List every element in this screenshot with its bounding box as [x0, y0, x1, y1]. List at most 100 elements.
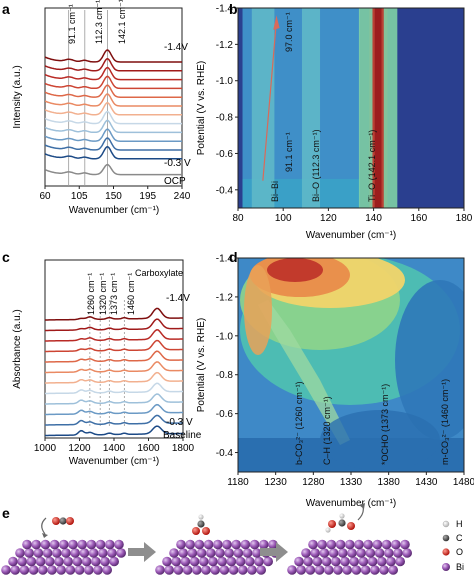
- bi-atom: [116, 548, 126, 558]
- panel-a-raman-spectra: 60 105 150 195 240 91.1 cm⁻¹ 112.3 cm⁻¹ 142.…: [12, 0, 191, 216]
- panel-c-series-line: [45, 361, 183, 374]
- bi-atom: [213, 539, 223, 550]
- bi-atom: [45, 556, 55, 567]
- panel-b-annotation-bibi: Bi–Bi: [270, 181, 280, 202]
- panel-b-xtick-label: 160: [410, 213, 427, 224]
- panel-b-frame: [237, 7, 465, 209]
- bi-atom: [400, 539, 410, 550]
- bi-atom: [93, 565, 103, 575]
- panel-c-baseline-label: Baseline: [163, 430, 202, 441]
- panel-a-peak-label-3: 142.1 cm⁻¹: [117, 0, 127, 44]
- panel-d-dark-blue-center: [320, 410, 440, 470]
- bi-atom: [171, 556, 181, 567]
- panel-e-co2-molecule: [41, 517, 74, 538]
- bi-atom: [374, 548, 385, 558]
- bi-atom: [164, 565, 174, 575]
- bi-atom: [65, 565, 76, 575]
- bi-atom: [228, 565, 239, 575]
- bi-atom: [254, 556, 264, 567]
- bi-atom: [393, 548, 403, 558]
- panel-c-ir-spectra: 1000 1200 1400 1600 1800 1260 cm⁻¹ 1320 cm⁻¹…: [12, 259, 202, 467]
- bi-atom: [333, 565, 343, 575]
- panel-a-xtick-label: 105: [71, 191, 88, 202]
- panel-c-curves: [45, 307, 183, 437]
- panel-d-ytick-label: -1.0: [216, 331, 234, 342]
- bi-atom: [222, 539, 232, 550]
- panel-c-series-line: [45, 339, 183, 353]
- bi-atom: [331, 556, 341, 567]
- legend-bi-swatch: [442, 563, 450, 571]
- panel-d-ytick-label: -0.6: [216, 409, 234, 420]
- panel-d-xtick-label: 1380: [378, 477, 401, 488]
- panel-e-legend: H C O Bi: [442, 519, 464, 572]
- panel-e-ocho-intermediate: [192, 514, 210, 535]
- panel-b-heatmap-area: [238, 8, 464, 208]
- bi-atom: [68, 539, 78, 550]
- panel-d-annotation-bco3: b-CO₃²⁻ (1260 cm⁻¹): [294, 381, 304, 465]
- bi-atom: [360, 565, 371, 575]
- panel-b-xtick-label: 100: [275, 213, 292, 224]
- bi-atom: [196, 548, 207, 558]
- panel-b-ylabel: Potential (V vs. RHE): [196, 61, 207, 155]
- bi-atom: [308, 539, 318, 550]
- panel-a-ocp-label: OCP: [164, 176, 186, 187]
- panel-c-ylabel: Absorbance (a.u.): [12, 309, 23, 389]
- bi-atom: [98, 548, 108, 558]
- panel-b-xtick-label: 120: [320, 213, 337, 224]
- panel-b-ytick-label: -1.4: [216, 4, 234, 15]
- bi-atom: [312, 556, 323, 567]
- panel-d-ytick-label: -1.2: [216, 292, 234, 303]
- bi-atom: [219, 565, 230, 575]
- bi-atom: [203, 539, 214, 550]
- panel-a-series-line: [45, 58, 182, 72]
- bi-atom: [370, 565, 380, 575]
- bi-atom: [251, 548, 262, 558]
- bi-atom: [47, 565, 57, 575]
- panel-c-xtick-label: 1400: [103, 443, 126, 454]
- panel-a-series-line: [45, 146, 182, 160]
- bi-atom: [173, 565, 184, 575]
- bi-atom: [70, 548, 80, 558]
- panel-c-series-line: [45, 414, 183, 426]
- panel-c-series-line: [45, 318, 183, 332]
- bi-atom: [105, 539, 115, 550]
- bi-atom: [395, 556, 406, 567]
- bi-atom: [328, 548, 339, 558]
- panel-c-letter: c: [2, 249, 10, 265]
- bi-atom: [317, 539, 328, 550]
- bi-atom: [231, 539, 241, 550]
- bi-atom: [155, 565, 165, 575]
- bi-atom: [169, 548, 179, 558]
- bi-atom: [201, 565, 211, 575]
- bi-atom: [17, 556, 28, 567]
- bi-atom: [402, 548, 413, 558]
- bi-atom: [310, 548, 321, 558]
- bi-atom: [358, 556, 369, 567]
- panel-d-annotation-ch: C–H (1320 cm⁻¹): [322, 396, 332, 465]
- panel-a-curves: [45, 49, 182, 176]
- panel-d-xtick-label: 1180: [227, 477, 249, 488]
- bi-atom: [287, 565, 297, 575]
- panel-e-bi-slabs: [1, 539, 413, 575]
- bi-atom: [367, 556, 378, 567]
- panel-a-series-line: [45, 128, 182, 142]
- panel-d-xlabel: Wavenumber (cm⁻¹): [306, 498, 396, 509]
- bi-atom: [347, 548, 357, 558]
- bi-atom: [194, 539, 205, 550]
- panel-a-peak-label-2: 112.3 cm⁻¹: [94, 0, 104, 44]
- bi-atom: [180, 556, 191, 567]
- panel-b-annotation-911: 91.1 cm⁻¹: [284, 132, 294, 172]
- bi-atom: [178, 548, 188, 558]
- panel-a-xtick-label: 60: [39, 191, 51, 202]
- panel-d-annotation-ocho: *OCHO (1373 cm⁻¹): [380, 384, 390, 465]
- bi-atom: [81, 556, 92, 567]
- bi-atom: [52, 548, 62, 558]
- panel-e-arrow-1: [128, 542, 156, 562]
- panel-a-xtick-label: 240: [174, 191, 191, 202]
- panel-d-letter: d: [229, 249, 238, 265]
- panel-a-peak-label-1: 91.1 cm⁻¹: [67, 4, 77, 44]
- bi-atom: [77, 539, 87, 550]
- panel-a-top-label: -1.4V: [164, 42, 188, 53]
- panel-a-series-line: [45, 84, 182, 98]
- bi-atom: [386, 556, 396, 567]
